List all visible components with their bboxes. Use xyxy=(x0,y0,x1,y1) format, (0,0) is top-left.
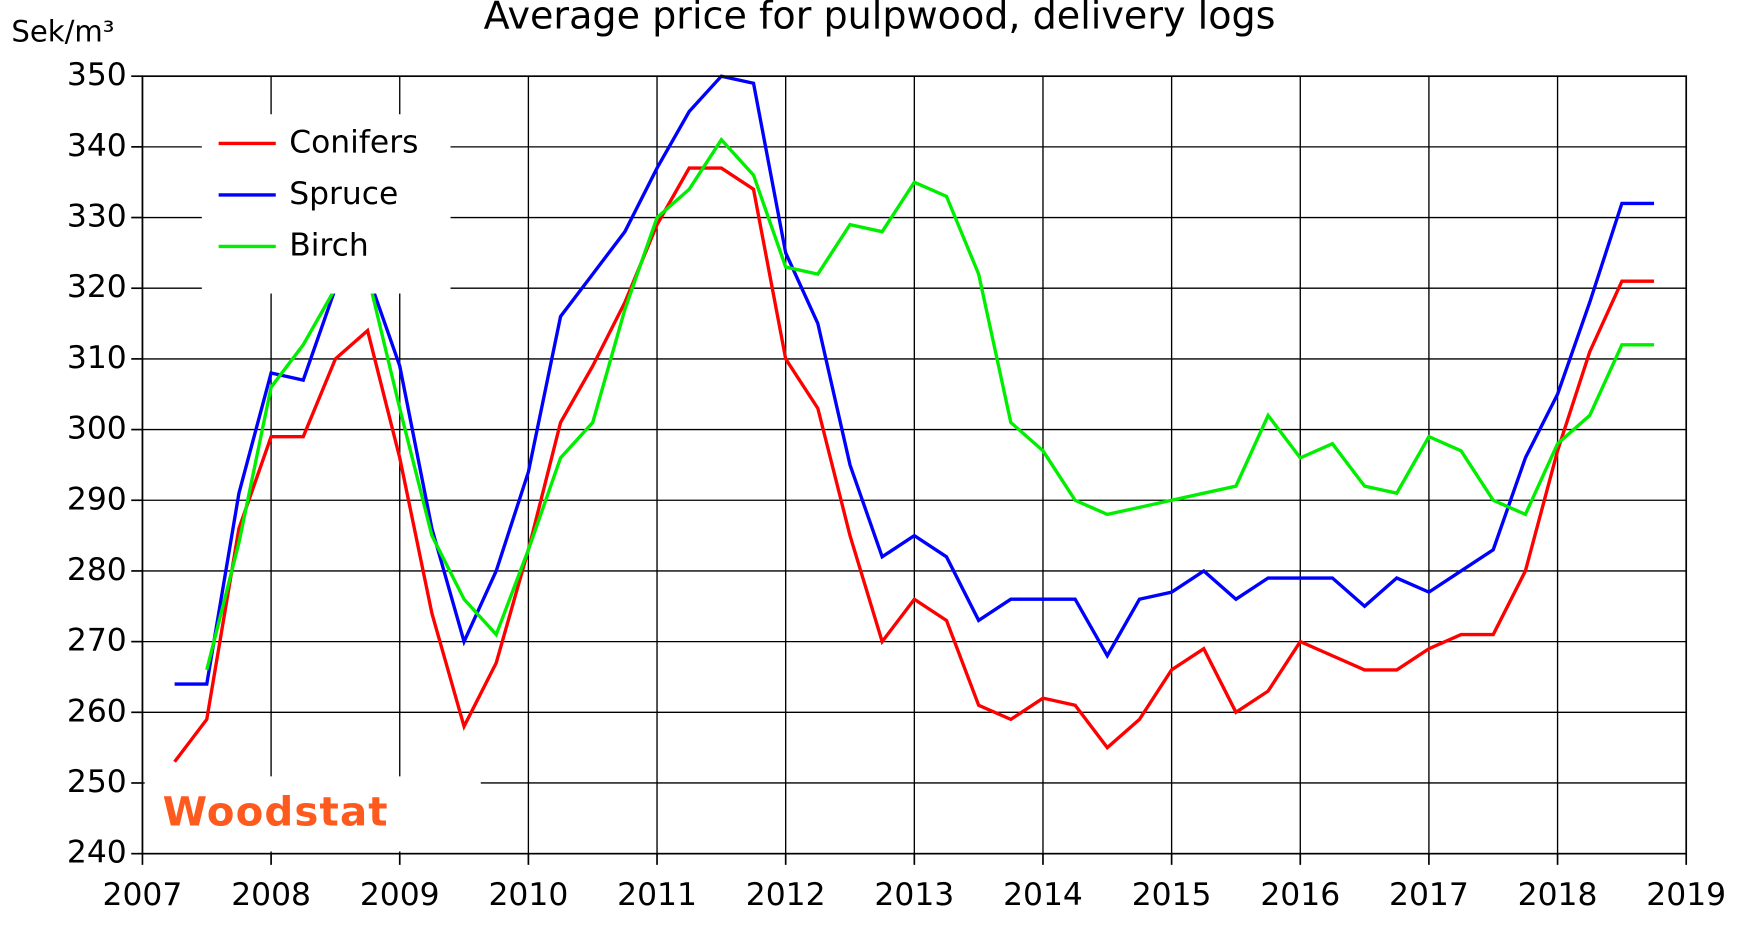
x-tick-label: 2014 xyxy=(1003,877,1083,913)
series-line xyxy=(205,137,1655,671)
x-tick-label: 2017 xyxy=(1389,877,1469,913)
y-tick-label: 300 xyxy=(67,411,127,447)
x-tick-label: 2008 xyxy=(231,877,311,913)
y-tick-label: 330 xyxy=(67,199,127,235)
x-tick-label: 2012 xyxy=(746,877,826,913)
y-tick-label: 290 xyxy=(67,481,127,517)
y-tick-label: 240 xyxy=(67,835,127,871)
legend-label: Birch xyxy=(289,227,369,263)
y-tick-label: 270 xyxy=(67,623,127,659)
y-tick-label: 260 xyxy=(67,693,127,729)
y-tick-label: 320 xyxy=(67,269,127,305)
chart-title: Average price for pulpwood, delivery log… xyxy=(484,0,1276,37)
y-tick-label: 310 xyxy=(67,340,127,376)
logo: Woodstat xyxy=(163,788,389,835)
x-tick-label: 2015 xyxy=(1132,877,1212,913)
y-tick-label: 250 xyxy=(67,764,127,800)
logo-box xyxy=(144,776,481,852)
series-line xyxy=(173,166,1655,763)
x-tick-label: 2016 xyxy=(1260,877,1340,913)
x-tick-label: 2007 xyxy=(103,877,183,913)
x-tick-label: 2010 xyxy=(488,877,568,913)
x-tick-label: 2013 xyxy=(874,877,954,913)
y-tick-label: 280 xyxy=(67,552,127,588)
legend-label: Spruce xyxy=(289,176,398,212)
x-tick-label: 2009 xyxy=(360,877,440,913)
y-axis-label: Sek/m³ xyxy=(11,15,114,49)
legend-label: Conifers xyxy=(289,124,418,160)
y-tick-label: 340 xyxy=(67,128,127,164)
y-tick-label: 350 xyxy=(67,57,127,93)
x-tick-label: 2011 xyxy=(617,877,697,913)
x-tick-label: 2018 xyxy=(1518,877,1598,913)
plot-frame xyxy=(141,75,1688,855)
series-line xyxy=(174,74,1655,686)
x-tick-label: 2019 xyxy=(1646,877,1726,913)
